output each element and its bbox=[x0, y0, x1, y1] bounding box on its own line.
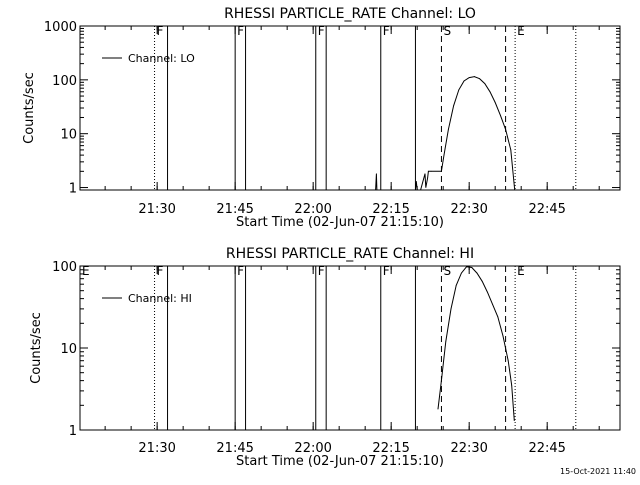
flag-label: F bbox=[237, 24, 244, 38]
data-point bbox=[513, 420, 515, 422]
data-point bbox=[484, 83, 486, 85]
x-tick-label: 22:00 bbox=[294, 202, 331, 217]
x-tick-label: 22:15 bbox=[372, 441, 409, 456]
footer-timestamp: 15-Oct-2021 11:40 bbox=[560, 467, 636, 476]
data-point bbox=[466, 266, 467, 268]
data-point bbox=[425, 187, 427, 188]
data-point bbox=[486, 291, 488, 293]
data-point bbox=[443, 154, 445, 156]
data-point bbox=[458, 89, 460, 91]
data-point bbox=[376, 173, 377, 175]
data-point bbox=[441, 380, 442, 382]
y-tick-label: 1 bbox=[69, 424, 77, 439]
data-point bbox=[416, 189, 418, 191]
y-tick-label: 10 bbox=[60, 342, 77, 357]
flag-label: E bbox=[517, 24, 525, 38]
flag-label: F bbox=[318, 24, 325, 38]
x-tick-label: 22:30 bbox=[450, 202, 487, 217]
y-axis-label: Counts/sec bbox=[22, 72, 37, 144]
series-line bbox=[437, 266, 515, 421]
flag-label: F bbox=[237, 264, 244, 278]
data-point bbox=[481, 280, 483, 282]
data-point bbox=[473, 76, 475, 77]
series-line bbox=[375, 76, 516, 191]
data-point bbox=[499, 114, 501, 116]
flag-label: F bbox=[157, 24, 164, 38]
data-point bbox=[375, 189, 376, 191]
data-point bbox=[445, 341, 447, 342]
data-point bbox=[427, 177, 428, 179]
y-tick-label: 1000 bbox=[44, 20, 77, 35]
x-tick-label: 22:45 bbox=[528, 202, 565, 217]
data-point bbox=[468, 77, 470, 79]
data-point bbox=[420, 189, 422, 191]
data-point bbox=[505, 129, 506, 130]
y-tick-label: 10 bbox=[60, 128, 77, 143]
data-point bbox=[507, 360, 509, 362]
x-tick-label: 22:15 bbox=[372, 202, 409, 217]
data-point bbox=[376, 189, 378, 191]
x-tick-label: 21:45 bbox=[216, 441, 253, 456]
data-point bbox=[511, 384, 513, 386]
flag-label: S bbox=[443, 264, 451, 278]
flag-label: E bbox=[517, 264, 525, 278]
data-point bbox=[424, 173, 426, 175]
data-point bbox=[497, 316, 499, 318]
data-point bbox=[441, 170, 442, 172]
flag-label: F bbox=[383, 24, 390, 38]
data-point bbox=[455, 284, 457, 286]
flag-label: E bbox=[82, 264, 90, 278]
flag-label: S bbox=[443, 24, 451, 38]
x-tick-label: 22:00 bbox=[294, 441, 331, 456]
data-point bbox=[471, 267, 473, 268]
data-point bbox=[489, 91, 491, 93]
y-axis-label: Counts/sec bbox=[29, 312, 44, 384]
data-point bbox=[494, 102, 496, 103]
data-point bbox=[415, 189, 416, 191]
x-tick-label: 21:45 bbox=[216, 202, 253, 217]
plot-frame bbox=[79, 25, 621, 191]
chart-title: RHESSI PARTICLE_RATE Channel: LO bbox=[224, 6, 476, 22]
data-point bbox=[415, 181, 417, 182]
x-tick-label: 22:30 bbox=[450, 441, 487, 456]
x-axis-label: Start Time (02-Jun-07 21:15:10) bbox=[236, 215, 444, 230]
data-point bbox=[502, 335, 504, 337]
y-tick-label: 1 bbox=[69, 182, 77, 197]
flag-label: F bbox=[383, 264, 390, 278]
chart-panel-2: RHESSI PARTICLE_RATE Channel: HI 1 10 100 21… bbox=[29, 246, 621, 469]
chart-panel-1: RHESSI PARTICLE_RATE Channel: LO 1 10 100 10… bbox=[22, 6, 621, 230]
data-point bbox=[453, 105, 454, 107]
x-tick-label: 22:45 bbox=[528, 441, 565, 456]
x-axis-label: Start Time (02-Jun-07 21:15:10) bbox=[236, 454, 444, 469]
data-point bbox=[430, 170, 432, 172]
y-tick-label: 100 bbox=[52, 260, 77, 275]
data-point bbox=[463, 80, 465, 82]
x-tick-label: 21:30 bbox=[138, 202, 175, 217]
flag-label: F bbox=[318, 264, 325, 278]
legend-label: Channel: HI bbox=[128, 292, 192, 305]
flag-label: F bbox=[157, 264, 164, 278]
data-point bbox=[510, 149, 512, 151]
plot-frame bbox=[79, 265, 621, 431]
data-point bbox=[460, 272, 462, 274]
chart-title: RHESSI PARTICLE_RATE Channel: HI bbox=[226, 246, 474, 262]
x-tick-label: 21:30 bbox=[138, 441, 175, 456]
data-point bbox=[437, 408, 439, 410]
data-point bbox=[476, 272, 478, 274]
data-point bbox=[492, 304, 493, 305]
data-point bbox=[514, 189, 516, 191]
data-point bbox=[479, 78, 480, 80]
data-point bbox=[428, 170, 429, 172]
data-point bbox=[447, 129, 449, 130]
y-tick-label: 100 bbox=[52, 74, 77, 89]
data-point bbox=[450, 308, 452, 310]
legend-label: Channel: LO bbox=[128, 52, 195, 65]
